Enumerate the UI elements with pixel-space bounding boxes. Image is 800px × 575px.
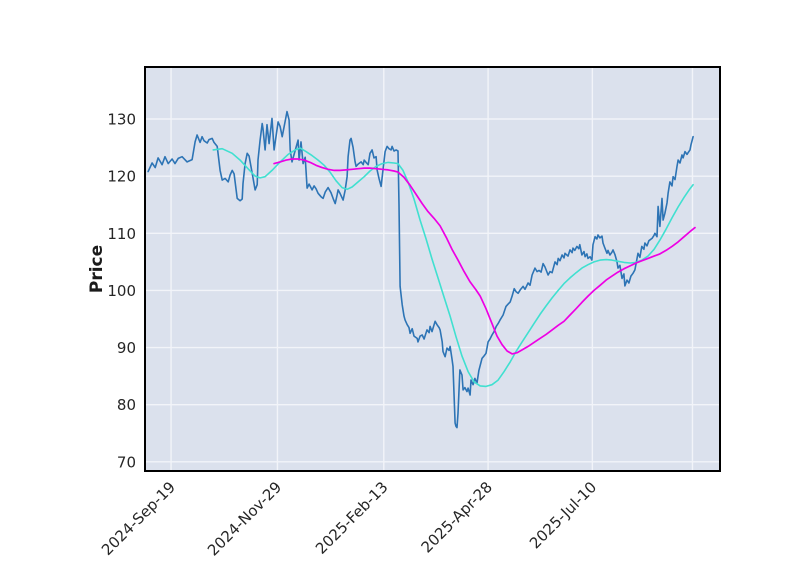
axes-border: [144, 66, 721, 472]
y-axis-label: Price: [87, 244, 107, 294]
y-tick-label-80: 80: [117, 396, 136, 414]
y-tick-label-70: 70: [117, 453, 136, 471]
ma-fast-line: [212, 147, 694, 388]
x-tick-label-4: 2025-Jul-10: [526, 478, 600, 552]
x-tick-label-2: 2025-Feb-13: [312, 478, 392, 558]
x-tick-label-3: 2025-Apr-28: [418, 478, 496, 556]
ma-slow-line: [273, 158, 696, 355]
x-tick-label-1: 2024-Nov-29: [204, 478, 285, 559]
plot-background: [145, 67, 720, 471]
y-tick-label-120: 120: [107, 168, 136, 186]
y-tick-label-110: 110: [107, 225, 136, 243]
y-tick-label-100: 100: [107, 282, 136, 300]
y-tick-label-90: 90: [117, 339, 136, 357]
x-tick-label-0: 2024-Sep-19: [98, 478, 179, 559]
price-line: [147, 110, 694, 429]
y-tick-label-130: 130: [107, 111, 136, 129]
